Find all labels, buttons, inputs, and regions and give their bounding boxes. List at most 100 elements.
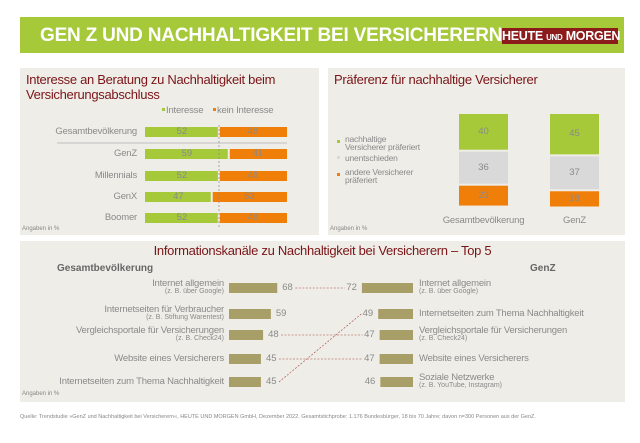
channel-sublabel: (z. B. YouTube, Instagram): [419, 382, 503, 389]
legend-swatch-no-interest: [213, 108, 216, 111]
unit-note: Angaben in %: [330, 226, 368, 232]
bar-total: [229, 330, 264, 340]
data-label: 59: [275, 308, 287, 319]
channel-sublabel: (z. B. Check24): [419, 335, 468, 342]
channel-label: Internetseiten zum Thema Nachhaltigkeit: [59, 376, 224, 387]
channel-label: Internet allgemein: [419, 278, 491, 289]
category-label: Boomer: [104, 212, 137, 223]
source-note: Quelle: Trendstudie »GenZ und Nachhaltig…: [20, 414, 536, 420]
bar-genz: [379, 330, 413, 340]
group-label-total: Gesamtbevölkerung: [57, 263, 154, 274]
bar-no-interest: [212, 192, 287, 202]
data-label: 52: [176, 170, 188, 181]
data-label: 52: [176, 126, 188, 137]
data-label: 48: [268, 329, 279, 340]
header-banner: GEN Z UND NACHHALTIGKEIT BEI VERSICHERER…: [20, 17, 624, 53]
bar-no-interest: [219, 213, 287, 223]
bar-total: [229, 377, 261, 387]
data-label: 46: [364, 376, 376, 387]
logo-text-small: UND: [546, 33, 563, 42]
legend-label: andere Versicherer präferiert: [345, 167, 414, 185]
data-label: 45: [265, 353, 277, 364]
data-label: 45: [569, 128, 580, 140]
data-label: 52: [176, 212, 188, 223]
bar-total: [229, 354, 261, 364]
bar-interest: [145, 149, 228, 159]
channel-label: Vergleichsportale für Versicherungen: [75, 325, 224, 336]
category-label: GenX: [113, 191, 138, 202]
data-label: 36: [478, 161, 489, 173]
data-label: 47: [364, 329, 375, 340]
bar-no-interest: [219, 127, 287, 137]
logo-text: HEUTE: [502, 29, 543, 43]
data-label: 48: [247, 170, 259, 181]
unit-note: Angaben in %: [22, 391, 60, 397]
bar-other: [550, 191, 599, 207]
channel-label: Website eines Versicherers: [419, 353, 529, 364]
connector-line: [278, 313, 362, 383]
page-title: GEN Z UND NACHHALTIGKEIT BEI VERSICHERER…: [40, 25, 503, 46]
category-label: Millennials: [94, 170, 137, 181]
channel-label: Internetseiten zum Thema Nachhaltigkeit: [419, 308, 584, 319]
data-label: 48: [247, 126, 259, 137]
legend-label: nachhaltige Versicherer präferiert: [345, 134, 420, 152]
bar-sustainable: [459, 114, 508, 150]
channel-label: Soziale Netzwerke: [419, 372, 495, 383]
chart-title: Präferenz für nachhaltige Versicherer: [334, 72, 538, 87]
chart-title: Interesse an Beratung zu Nachhaltigkeit …: [26, 72, 276, 102]
legend-swatch: [337, 156, 340, 159]
data-label: 59: [181, 148, 193, 159]
legend-swatch: [337, 140, 340, 143]
logo-text: MORGEN: [565, 29, 621, 43]
data-label: 18: [569, 192, 580, 204]
data-label: 53: [244, 191, 255, 202]
bar-interest: [145, 192, 211, 202]
channels-chart-panel: Informationskanäle zu Nachhaltigkeit bei…: [20, 241, 625, 402]
bar-total: [229, 283, 278, 293]
bar-no-interest: [219, 171, 287, 181]
legend-swatch: [337, 173, 340, 176]
bar-undecided: [550, 156, 599, 190]
channel-label: Internet allgemein: [152, 278, 224, 289]
data-label: 68: [282, 282, 293, 293]
bar-undecided: [459, 151, 508, 184]
group-label-genz: GenZ: [530, 263, 556, 274]
legend-label: unentschieden: [345, 153, 398, 163]
bar-genz: [379, 354, 413, 364]
bar-sustainable: [550, 114, 599, 155]
channel-sublabel: (z. B. über Google): [164, 288, 224, 295]
bar-interest: [145, 127, 218, 137]
bar-interest: [145, 171, 218, 181]
channel-label: Internetseiten für Verbraucher: [104, 304, 224, 315]
data-label: 23: [478, 189, 489, 201]
channel-sublabel: (z. B. Check24): [175, 335, 224, 342]
data-label: 41: [252, 148, 264, 159]
data-label: 40: [478, 125, 489, 137]
data-label: 49: [362, 308, 374, 319]
channel-label: Vergleichsportale für Versicherungen: [419, 325, 568, 336]
legend-swatch-interest: [162, 108, 165, 111]
bar-total: [229, 309, 271, 319]
data-label: 45: [265, 376, 277, 387]
unit-note: Angaben in %: [22, 226, 60, 232]
data-label: 47: [173, 191, 184, 202]
bar-genz: [380, 377, 413, 387]
data-label: 37: [569, 166, 580, 178]
category-label: Gesamtbevölkerung: [55, 126, 137, 137]
bar-interest: [145, 213, 218, 223]
bar-other: [459, 185, 508, 206]
bar-genz: [378, 309, 413, 319]
channel-sublabel: (z. B. Stiftung Warentest): [146, 314, 224, 321]
channel-sublabel: (z. B. über Google): [419, 288, 479, 295]
channel-label: Website eines Versicherers: [114, 353, 224, 364]
data-label: 47: [364, 353, 375, 364]
legend-label-no-interest: kein Interesse: [217, 105, 274, 116]
bar-no-interest: [229, 149, 287, 159]
category-label: GenZ: [114, 148, 137, 159]
data-label: 72: [346, 282, 357, 293]
category-label: Gesamtbevölkerung: [442, 215, 525, 226]
category-label: GenZ: [563, 215, 586, 226]
chart-title: Informationskanäle zu Nachhaltigkeit bei…: [153, 243, 492, 258]
